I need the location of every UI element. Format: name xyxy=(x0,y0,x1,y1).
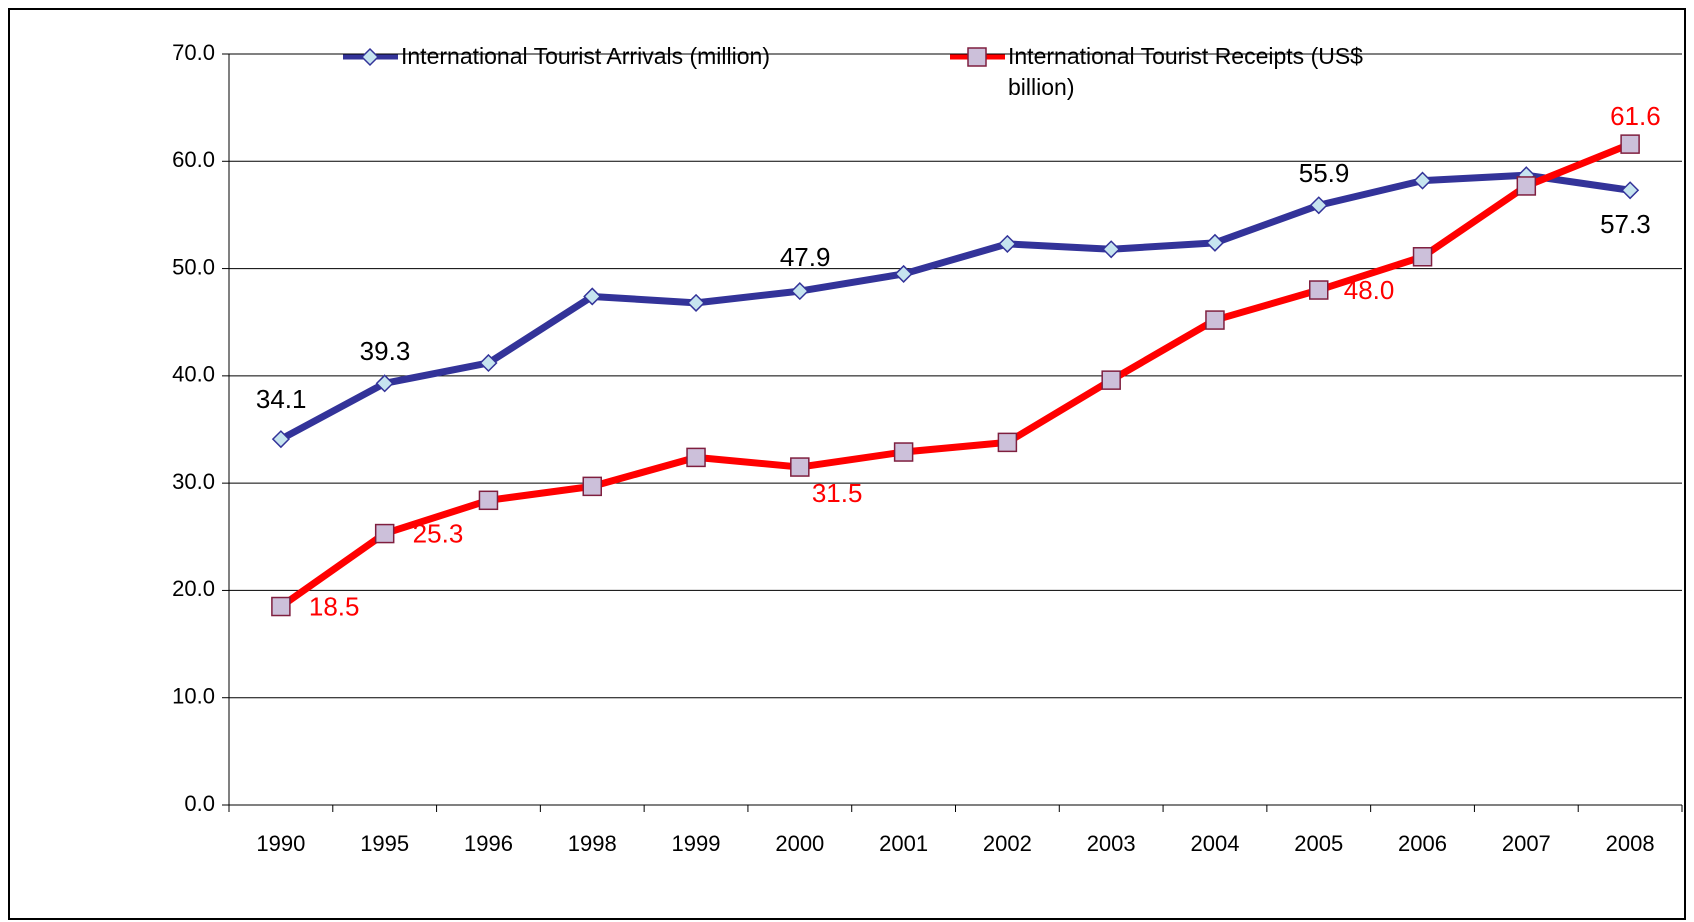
marker xyxy=(374,523,395,544)
marker xyxy=(1205,233,1225,252)
x-tick-label: 1995 xyxy=(360,831,409,856)
marker xyxy=(1205,310,1225,330)
data-label: 25.3 xyxy=(413,518,464,548)
x-tick-label: 1996 xyxy=(464,831,513,856)
x-tick-label: 2006 xyxy=(1398,831,1447,856)
marker xyxy=(478,490,499,511)
data-label: 57.3 xyxy=(1600,209,1651,239)
marker xyxy=(1413,171,1432,190)
marker xyxy=(894,264,913,283)
series-line xyxy=(278,140,1632,610)
x-tick-label: 2000 xyxy=(775,831,824,856)
marker xyxy=(686,293,706,312)
data-label: 18.5 xyxy=(309,591,360,621)
x-tick-label: 1999 xyxy=(672,831,721,856)
y-tick-label: 70.0 xyxy=(172,40,215,65)
marker xyxy=(1101,370,1121,390)
marker xyxy=(893,442,914,462)
marker xyxy=(998,234,1017,253)
data-label: 55.9 xyxy=(1299,158,1350,188)
marker xyxy=(997,432,1018,453)
x-tick-label: 2004 xyxy=(1190,831,1239,856)
y-tick-label: 20.0 xyxy=(172,576,215,601)
x-tick-label: 2007 xyxy=(1502,831,1551,856)
marker xyxy=(1412,247,1433,267)
x-tick-label: 1990 xyxy=(256,831,305,856)
marker xyxy=(1102,240,1121,259)
marker xyxy=(271,596,291,617)
x-tick-label: 2001 xyxy=(879,831,928,856)
x-tick-label: 2003 xyxy=(1087,831,1136,856)
data-label: 47.9 xyxy=(780,242,831,272)
marker xyxy=(686,447,706,468)
marker xyxy=(1620,134,1640,154)
x-tick-label: 1998 xyxy=(568,831,617,856)
y-tick-label: 40.0 xyxy=(172,362,215,387)
chart-border xyxy=(8,8,1686,920)
y-tick-label: 10.0 xyxy=(172,684,215,709)
marker xyxy=(582,476,602,497)
data-label: 48.0 xyxy=(1344,275,1395,305)
marker xyxy=(1309,196,1328,215)
data-label: 39.3 xyxy=(360,336,411,366)
legend-marker xyxy=(360,47,380,67)
marker xyxy=(1309,280,1329,300)
y-tick-label: 50.0 xyxy=(172,254,215,279)
marker xyxy=(790,457,810,477)
data-label: 61.6 xyxy=(1610,101,1661,131)
marker xyxy=(790,282,809,301)
x-tick-label: 2008 xyxy=(1606,831,1655,856)
marker xyxy=(583,287,602,306)
marker xyxy=(271,430,290,449)
legend-label: International Tourist Receipts (US$ bill… xyxy=(1008,43,1363,100)
legend-marker xyxy=(967,47,987,67)
y-tick-label: 0.0 xyxy=(184,791,215,816)
marker xyxy=(479,353,498,373)
legend-label: International Tourist Arrivals (million) xyxy=(401,43,770,69)
data-label: 34.1 xyxy=(256,384,307,414)
x-tick-label: 2005 xyxy=(1294,831,1343,856)
y-tick-label: 30.0 xyxy=(172,469,215,494)
series-line xyxy=(279,171,1631,443)
marker xyxy=(1516,176,1537,196)
x-tick-label: 2002 xyxy=(983,831,1032,856)
marker xyxy=(375,374,394,393)
marker xyxy=(1621,181,1640,200)
data-label: 31.5 xyxy=(812,478,863,508)
y-tick-label: 60.0 xyxy=(172,147,215,172)
